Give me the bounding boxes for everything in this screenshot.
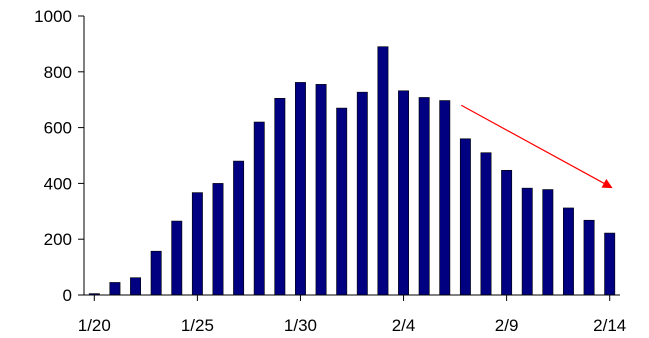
bar-1/21: [109, 282, 121, 296]
x-tick-label: 2/9: [495, 316, 519, 335]
x-tick-label: 2/4: [392, 316, 416, 335]
bar-1/25: [191, 192, 203, 296]
x-tick-label: 1/30: [284, 316, 317, 335]
bar-2/5: [418, 97, 430, 296]
bar-2/2: [356, 91, 368, 296]
bar-2/11: [542, 189, 554, 296]
y-tick-label: 200: [44, 230, 72, 249]
bar-2/7: [459, 138, 471, 296]
bars: [88, 46, 616, 296]
y-tick-label: 0: [63, 286, 72, 305]
bar-1/22: [130, 277, 141, 296]
bar-1/23: [150, 250, 162, 296]
trend-arrow-annotation: [460, 104, 613, 189]
bar-2/8: [480, 152, 492, 296]
bar-1/30: [295, 82, 306, 296]
bar-2/13: [583, 219, 595, 296]
y-tick-label: 800: [44, 63, 72, 82]
bar-1/27: [233, 160, 245, 296]
y-axis-ticks: 0 200 400 600 800 1000: [34, 7, 84, 305]
bar-1/29: [274, 98, 286, 296]
x-axis-ticks: 1/20 1/25 1/30 2/4 2/9 2/14: [78, 295, 626, 335]
bar-2/12: [563, 207, 574, 296]
bar-1/28: [253, 121, 265, 296]
bar-2/4: [398, 90, 409, 296]
bar-1/31: [315, 84, 327, 296]
x-tick-label: 1/20: [78, 316, 111, 335]
bar-2/9: [501, 169, 513, 296]
y-tick-label: 600: [44, 119, 72, 138]
bar-2/6: [439, 100, 451, 296]
x-tick-label: 1/25: [181, 316, 214, 335]
bar-2/10: [521, 187, 533, 296]
bar-1/26: [212, 183, 224, 296]
bar-2/1: [336, 107, 348, 296]
x-tick-label: 2/14: [593, 316, 626, 335]
y-tick-label: 400: [44, 174, 72, 193]
bar-2/3: [377, 46, 389, 296]
bar-1/24: [171, 220, 183, 296]
y-tick-label: 1000: [34, 7, 72, 26]
bar-2/14: [604, 232, 616, 296]
